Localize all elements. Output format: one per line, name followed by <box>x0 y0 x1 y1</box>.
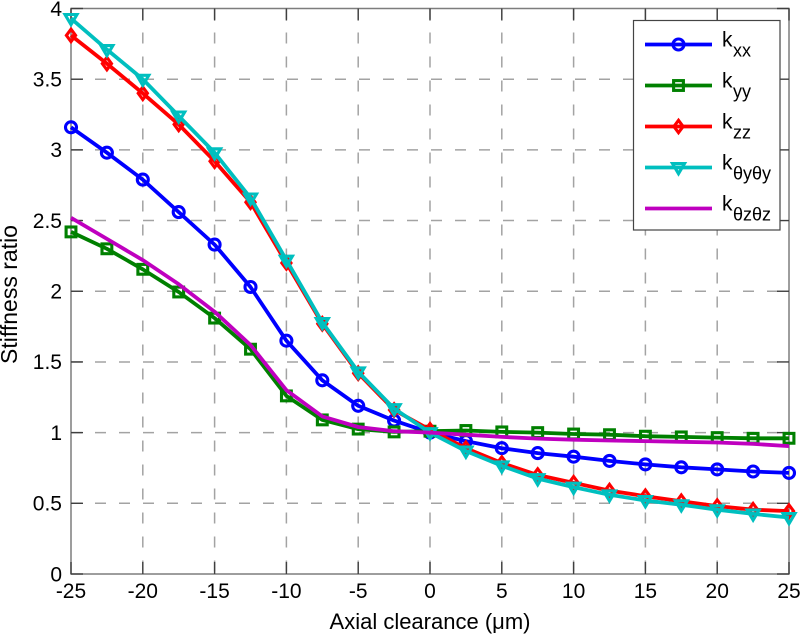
svg-text:-20: -20 <box>128 580 158 603</box>
svg-text:k: k <box>722 70 733 93</box>
svg-text:k: k <box>722 111 733 134</box>
svg-text:0: 0 <box>50 563 62 586</box>
svg-text:20: 20 <box>706 580 729 603</box>
svg-text:k: k <box>722 29 733 52</box>
svg-text:-25: -25 <box>56 580 86 603</box>
svg-text:xx: xx <box>733 41 751 61</box>
svg-text:4: 4 <box>50 0 62 21</box>
svg-text:θyθy: θyθy <box>733 164 771 184</box>
svg-text:Stiffness ratio: Stiffness ratio <box>0 225 22 364</box>
svg-text:3.5: 3.5 <box>33 69 62 92</box>
svg-text:25: 25 <box>777 580 800 603</box>
svg-text:0: 0 <box>424 580 436 603</box>
svg-text:yy: yy <box>733 82 751 102</box>
svg-text:3: 3 <box>50 139 62 162</box>
svg-text:θzθz: θzθz <box>733 205 771 225</box>
svg-text:-15: -15 <box>199 580 229 603</box>
svg-text:2: 2 <box>50 281 62 304</box>
svg-text:-10: -10 <box>271 580 301 603</box>
svg-text:10: 10 <box>562 580 585 603</box>
svg-text:5: 5 <box>496 580 508 603</box>
svg-text:zz: zz <box>733 123 751 143</box>
svg-text:k: k <box>722 193 733 216</box>
svg-text:0.5: 0.5 <box>33 493 62 516</box>
svg-text:1.5: 1.5 <box>33 351 62 374</box>
svg-text:15: 15 <box>634 580 657 603</box>
svg-text:1: 1 <box>50 422 62 445</box>
svg-text:Axial clearance (μm): Axial clearance (μm) <box>330 609 531 634</box>
svg-text:k: k <box>722 152 733 175</box>
svg-text:2.5: 2.5 <box>33 210 62 233</box>
svg-text:-5: -5 <box>349 580 368 603</box>
